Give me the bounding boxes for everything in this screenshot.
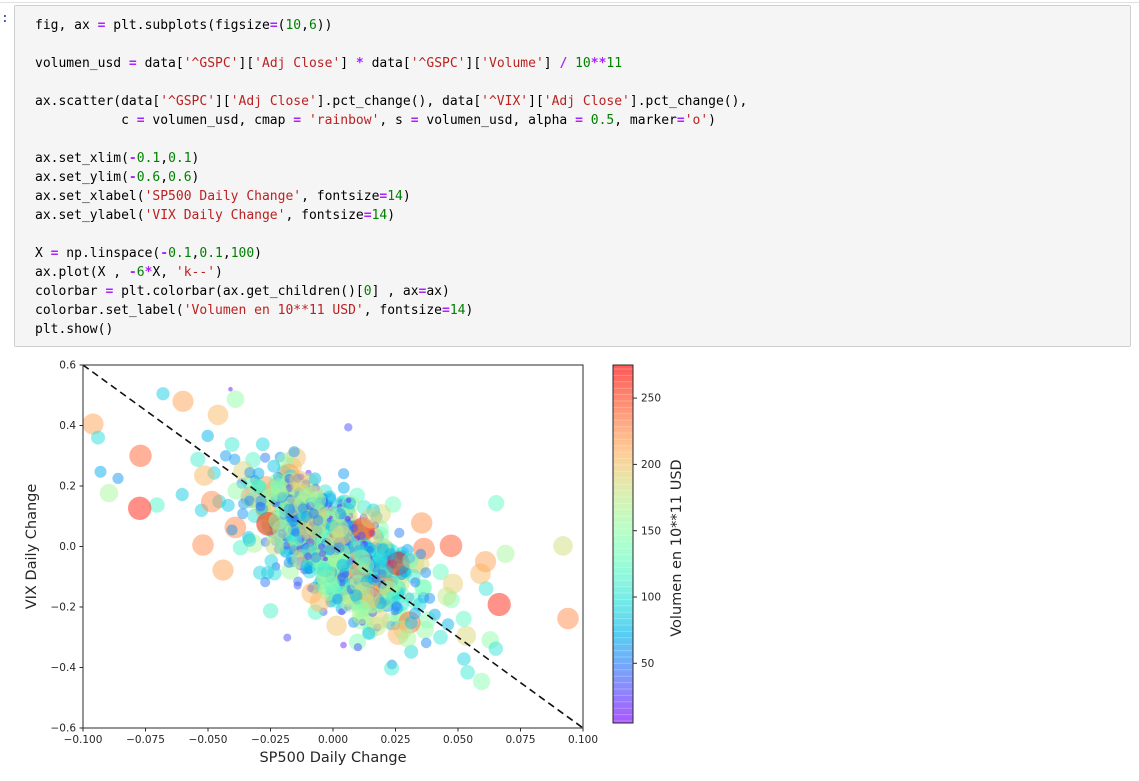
code-line: ax.set_xlim(-0.1,0.1): [35, 151, 200, 166]
svg-text:−0.100: −0.100: [64, 734, 103, 746]
svg-text:−0.6: −0.6: [51, 723, 77, 735]
code-line: ax.set_ylabel('VIX Daily Change', fontsi…: [35, 208, 396, 223]
svg-text:Volumen en 10**11 USD: Volumen en 10**11 USD: [669, 459, 685, 636]
code-line: colorbar = plt.colorbar(ax.get_children(…: [35, 284, 450, 299]
code-line: ax.scatter(data['^GSPC']['Adj Close'].pc…: [35, 94, 748, 109]
svg-text:50: 50: [641, 658, 654, 670]
svg-text:0.4: 0.4: [59, 420, 76, 432]
code-line: ax.set_ylim(-0.6,0.6): [35, 170, 200, 185]
code-line: plt.show(): [35, 322, 114, 337]
code-line: [35, 225, 1124, 244]
svg-text:0.050: 0.050: [443, 734, 473, 746]
code-line: c = volumen_usd, cmap = 'rainbow', s = v…: [35, 113, 716, 128]
code-line: colorbar.set_label('Volumen en 10**11 US…: [35, 303, 474, 318]
svg-text:0.025: 0.025: [380, 734, 410, 746]
svg-text:0.075: 0.075: [505, 734, 535, 746]
scatter-chart: −0.100 −0.075 −0.050 −0.025 0.000 0.025 …: [24, 360, 685, 766]
svg-text:0.0: 0.0: [59, 541, 76, 553]
svg-text:0.100: 0.100: [568, 734, 598, 746]
svg-text:0.000: 0.000: [318, 734, 348, 746]
svg-text:250: 250: [641, 393, 661, 405]
code-line: volumen_usd = data['^GSPC']['Adj Close']…: [35, 56, 623, 71]
code-line: [35, 73, 1124, 92]
code-editor[interactable]: fig, ax = plt.subplots(figsize=(10,6)) vo…: [35, 16, 1124, 339]
code-line: ax.plot(X , -6*X, 'k--'): [35, 265, 223, 280]
svg-text:−0.075: −0.075: [126, 734, 165, 746]
code-cell[interactable]: fig, ax = plt.subplots(figsize=(10,6)) vo…: [14, 5, 1131, 347]
code-line: [35, 35, 1124, 54]
svg-text:−0.050: −0.050: [189, 734, 228, 746]
page-top-divider: [0, 2, 1139, 3]
svg-text:SP500 Daily Change: SP500 Daily Change: [259, 750, 406, 766]
cell-prompt: :: [1, 11, 9, 26]
figure-output: −0.100 −0.075 −0.050 −0.025 0.000 0.025 …: [0, 355, 720, 777]
svg-text:150: 150: [641, 525, 661, 537]
code-line: [35, 130, 1124, 149]
svg-text:0.2: 0.2: [59, 481, 76, 493]
code-line: ax.set_xlabel('SP500 Daily Change', font…: [35, 189, 411, 204]
svg-text:0.6: 0.6: [59, 360, 76, 372]
svg-text:100: 100: [641, 592, 661, 604]
svg-text:VIX Daily Change: VIX Daily Change: [24, 484, 40, 610]
svg-text:−0.4: −0.4: [51, 662, 77, 674]
code-line: X = np.linspace(-0.1,0.1,100): [35, 246, 262, 261]
svg-text:−0.025: −0.025: [251, 734, 290, 746]
svg-text:200: 200: [641, 459, 661, 471]
svg-text:−0.2: −0.2: [51, 602, 77, 614]
code-line: fig, ax = plt.subplots(figsize=(10,6)): [35, 18, 333, 33]
